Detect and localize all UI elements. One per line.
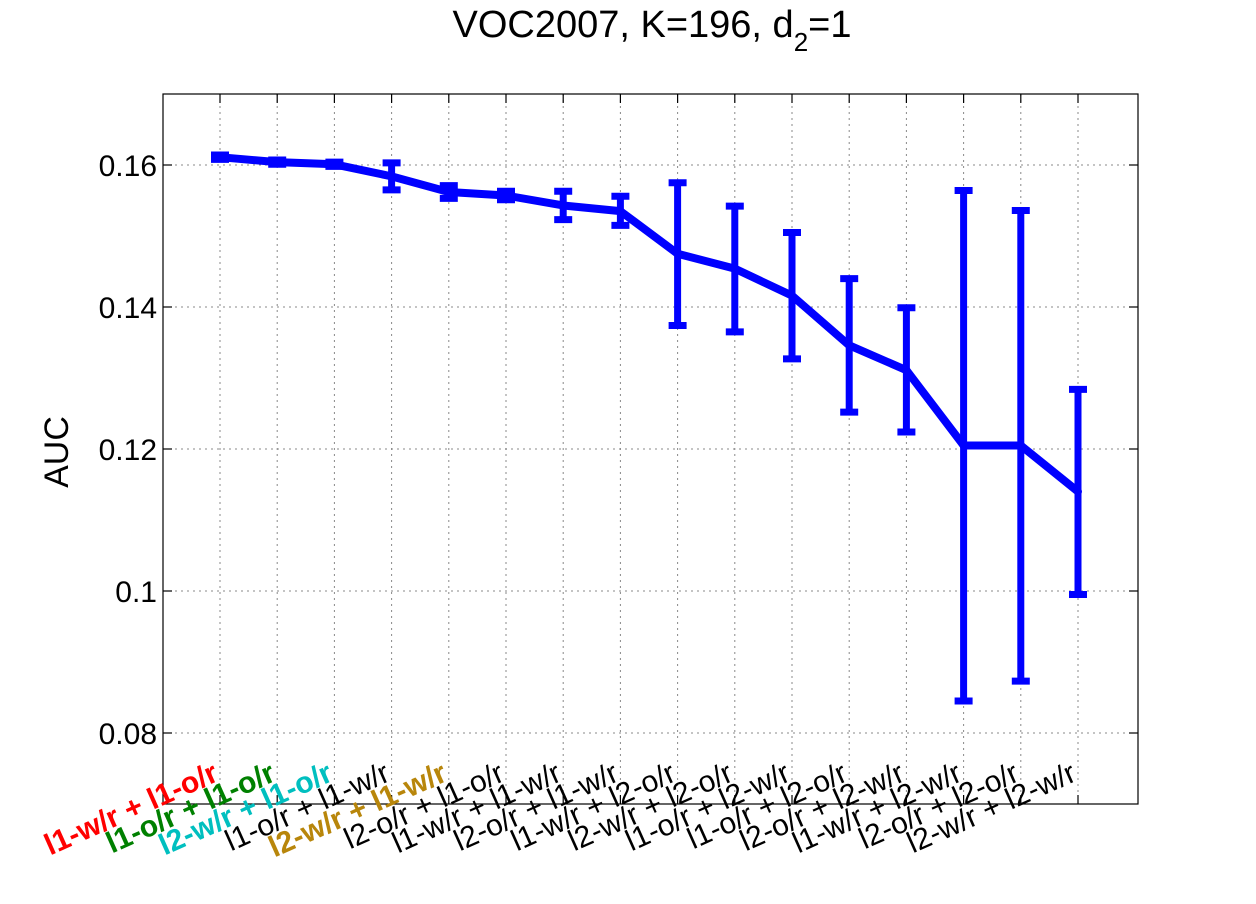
data-point: [959, 441, 968, 450]
data-point: [730, 264, 739, 273]
y-tick-label: 0.14: [99, 292, 157, 325]
data-point: [559, 201, 568, 210]
data-point: [616, 207, 625, 216]
chart-title: VOC2007, K=196, d2=1: [453, 4, 852, 57]
data-point: [444, 187, 453, 196]
series-line: [216, 153, 1082, 496]
chart-title-subscript: 2: [794, 27, 808, 57]
chart-title-main: VOC2007, K=196, d: [453, 4, 794, 46]
data-point: [216, 153, 224, 162]
y-tick-label: 0.16: [99, 150, 157, 183]
data-point: [673, 249, 682, 258]
series-polyline: [219, 153, 1081, 495]
data-point: [502, 191, 510, 200]
y-axis-label: AUC: [38, 416, 76, 488]
data-point: [330, 160, 339, 169]
data-point: [387, 172, 396, 181]
data-point: [845, 341, 854, 350]
y-tick-label: 0.08: [99, 718, 157, 751]
data-point: [788, 291, 796, 300]
y-tick-label: 0.12: [99, 434, 157, 467]
data-point: [1074, 487, 1082, 496]
data-point: [1016, 441, 1025, 450]
chart-title-suffix: =1: [808, 4, 851, 46]
data-point: [902, 366, 911, 375]
data-point: [273, 158, 282, 167]
y-axis-ticks: 0.08 0.1 0.12 0.14 0.16: [99, 150, 1138, 751]
y-tick-label: 0.1: [115, 576, 157, 609]
